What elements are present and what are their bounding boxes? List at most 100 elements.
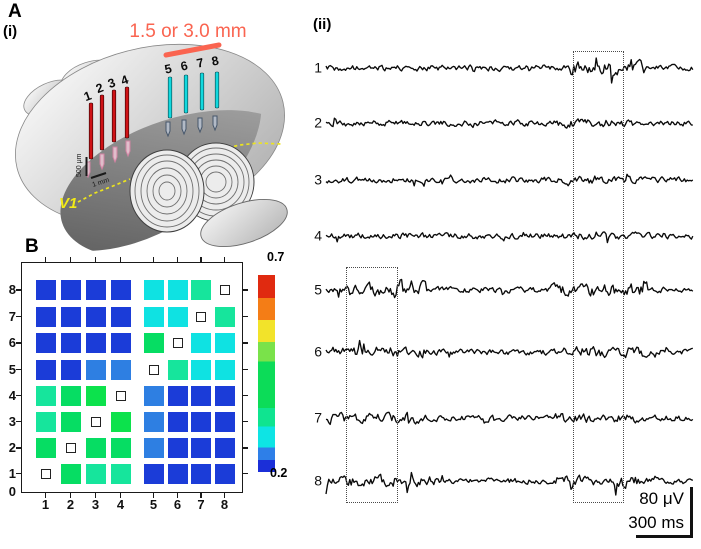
electrode-6 bbox=[183, 74, 189, 114]
trace-label-7: 7 bbox=[314, 410, 322, 426]
lfp-trace-2 bbox=[325, 117, 693, 129]
matrix-cell bbox=[143, 438, 164, 458]
lfp-trace-3 bbox=[325, 173, 694, 187]
trace-label-6: 6 bbox=[314, 344, 322, 360]
matrix-cell bbox=[191, 385, 211, 406]
matrix-cell bbox=[85, 359, 106, 380]
matrix-cell bbox=[214, 438, 235, 458]
trace-label-4: 4 bbox=[314, 228, 322, 244]
x-axis-tick bbox=[176, 257, 179, 262]
matrix-cell bbox=[60, 463, 81, 484]
x-axis-tick bbox=[69, 257, 72, 262]
y-axis-tick bbox=[243, 420, 248, 423]
red-electrode-array bbox=[88, 86, 130, 160]
y-tick-label: 8 bbox=[8, 282, 16, 297]
inserted-electrode-outlines-cyan bbox=[165, 115, 218, 138]
x-tick-label: 2 bbox=[66, 497, 75, 512]
matrix-cell bbox=[35, 306, 56, 327]
x-axis-tick bbox=[200, 493, 202, 498]
lfp-trace-7 bbox=[325, 411, 694, 426]
matrix-cell bbox=[167, 306, 188, 327]
colorbar-max-label: 0.7 bbox=[267, 250, 285, 264]
matrix-cell bbox=[85, 463, 106, 484]
v1-label: V1 bbox=[59, 195, 77, 212]
electrode-3-label: 3 bbox=[106, 75, 117, 91]
electrode-7 bbox=[199, 72, 205, 111]
electrode-1-label: 1 bbox=[82, 88, 93, 104]
x-tick-label: 6 bbox=[173, 497, 182, 512]
matrix-cell bbox=[110, 280, 131, 300]
matrix-cell bbox=[35, 385, 56, 406]
matrix-cell bbox=[214, 463, 235, 484]
matrix-cell bbox=[191, 463, 211, 484]
x-axis-tick bbox=[119, 257, 122, 262]
x-axis-tick bbox=[69, 493, 72, 498]
matrix-diagonal-cell bbox=[90, 416, 101, 427]
matrix-diagonal-cell bbox=[219, 285, 230, 296]
y-tick-label: 7 bbox=[8, 308, 16, 324]
x-axis-tick bbox=[119, 493, 122, 498]
matrix-cell bbox=[167, 280, 188, 300]
cyan-electrode-array bbox=[167, 71, 220, 119]
matrix-cell bbox=[214, 385, 235, 406]
trace-label-1: 1 bbox=[314, 60, 322, 76]
analysis-window-left bbox=[346, 267, 398, 503]
y-axis-tick bbox=[16, 447, 21, 449]
electrode-3 bbox=[111, 89, 117, 143]
y-axis-tick bbox=[16, 420, 21, 423]
y-axis-tick bbox=[16, 368, 21, 371]
matrix-cell bbox=[214, 359, 235, 380]
brainstem bbox=[200, 198, 288, 248]
y-axis-tick bbox=[243, 368, 248, 371]
electrode-6-label: 6 bbox=[179, 59, 189, 74]
matrix-diagonal-cell bbox=[40, 468, 51, 479]
x-axis-tick bbox=[94, 257, 97, 262]
lfp-trace-5 bbox=[325, 278, 694, 299]
electrode-4 bbox=[124, 86, 130, 139]
voltage-scale-bar bbox=[689, 487, 693, 537]
matrix-cell bbox=[143, 385, 164, 406]
matrix-diagonal-cell bbox=[196, 311, 207, 322]
matrix-cell bbox=[214, 411, 235, 432]
y-axis-tick bbox=[16, 472, 21, 475]
y-axis-tick bbox=[16, 289, 21, 291]
matrix-cell bbox=[143, 306, 164, 327]
y-axis-tick bbox=[243, 342, 248, 344]
electrode-5 bbox=[167, 76, 173, 119]
y-axis-tick bbox=[243, 394, 248, 397]
matrix-diagonal-cell bbox=[65, 443, 76, 454]
trace-label-3: 3 bbox=[314, 172, 322, 188]
time-scale-label: 300 ms bbox=[628, 513, 684, 532]
y-axis-tick bbox=[243, 472, 248, 475]
x-axis-tick bbox=[44, 493, 47, 498]
lfp-trace-1 bbox=[325, 57, 694, 84]
x-axis-tick bbox=[152, 257, 155, 262]
matrix-cell bbox=[60, 333, 81, 353]
matrix-cell bbox=[85, 306, 106, 327]
matrix-cell bbox=[191, 359, 211, 380]
electrode-2 bbox=[99, 94, 105, 151]
x-tick-label: 5 bbox=[149, 497, 158, 512]
panel-ii-label: (ii) bbox=[313, 16, 332, 33]
electrode-5-label: 5 bbox=[163, 62, 173, 77]
electrode-2-label: 2 bbox=[94, 80, 105, 96]
x-axis-tick bbox=[44, 257, 47, 262]
matrix-cell bbox=[191, 438, 211, 458]
matrix-cell bbox=[167, 359, 188, 380]
matrix-diagonal-cell bbox=[148, 364, 159, 375]
y-tick-label: 5 bbox=[8, 361, 16, 377]
electrode-8 bbox=[214, 71, 220, 109]
trace-label-5: 5 bbox=[314, 282, 322, 298]
trace-label-2: 2 bbox=[314, 115, 322, 131]
matrix-cell bbox=[60, 280, 81, 300]
spacing-scale-bar bbox=[90, 172, 107, 179]
matrix-cell bbox=[85, 438, 106, 458]
matrix-cell bbox=[110, 359, 131, 380]
panel-a-label: A bbox=[8, 1, 22, 22]
y-tick-label: 3 bbox=[8, 413, 16, 429]
matrix-cell bbox=[85, 333, 106, 353]
x-tick-label: 3 bbox=[91, 497, 100, 512]
matrix-cell bbox=[85, 385, 106, 406]
matrix-cell bbox=[35, 411, 56, 432]
matrix-cell bbox=[60, 385, 81, 406]
